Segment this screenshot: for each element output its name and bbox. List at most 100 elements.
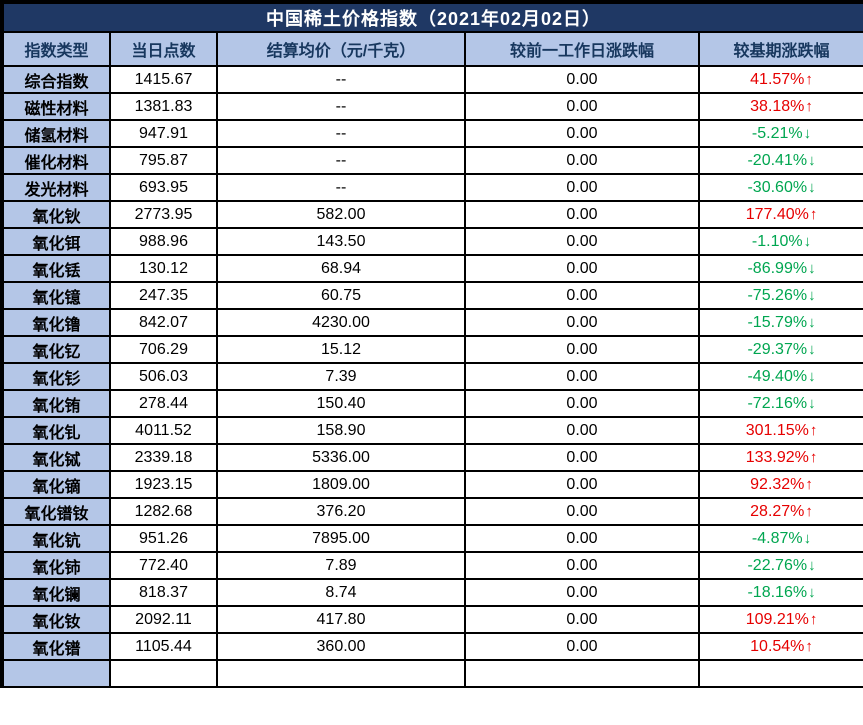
down-arrow-icon: ↓ — [808, 286, 816, 304]
base-change-cell: 92.32%↑ — [697, 470, 863, 499]
settle-avg-price-cell: 60.75 — [216, 281, 466, 310]
base-change-cell: 28.27%↑ — [697, 497, 863, 526]
prev-day-change-cell: 0.00 — [464, 173, 700, 202]
base-change-cell: -30.60%↓ — [697, 173, 863, 202]
index-type-cell: 氧化钪 — [1, 524, 111, 553]
down-arrow-icon: ↓ — [808, 394, 816, 412]
table-row: 氧化铒 988.96 143.50 0.00 -1.10%↓ — [1, 227, 863, 256]
index-type-cell: 氧化镝 — [1, 470, 111, 499]
prev-day-change-cell: 0.00 — [464, 362, 700, 391]
index-type-cell: 氧化镨钕 — [1, 497, 111, 526]
index-type-cell: 氧化钕 — [1, 605, 111, 634]
settle-avg-price-cell: 7.89 — [216, 551, 466, 580]
day-points-cell — [109, 659, 218, 688]
settle-avg-price-cell: 7895.00 — [216, 524, 466, 553]
prev-day-change-cell: 0.00 — [464, 119, 700, 148]
index-type-cell: 氧化铥 — [1, 254, 111, 283]
settle-avg-price-cell: -- — [216, 119, 466, 148]
index-type-cell: 氧化钐 — [1, 362, 111, 391]
index-type-cell: 催化材料 — [1, 146, 111, 175]
day-points-cell: 693.95 — [109, 173, 218, 202]
settle-avg-price-cell: 150.40 — [216, 389, 466, 418]
table-row: 氧化铽 2339.18 5336.00 0.00 133.92%↑ — [1, 443, 863, 472]
up-arrow-icon: ↑ — [809, 448, 818, 466]
title-row: 中国稀土价格指数（2021年02月02日） — [0, 1, 863, 33]
base-change-cell: -4.87%↓ — [697, 524, 863, 553]
table-row: 氧化铕 278.44 150.40 0.00 -72.16%↓ — [1, 389, 863, 418]
settle-avg-price-cell: 1809.00 — [216, 470, 466, 499]
settle-avg-price-cell: 7.39 — [216, 362, 466, 391]
index-type-cell: 氧化镱 — [1, 281, 111, 310]
base-change-cell: -86.99%↓ — [697, 254, 863, 283]
prev-day-change-cell: 0.00 — [464, 632, 700, 661]
table-row: 氧化钆 4011.52 158.90 0.00 301.15%↑ — [1, 416, 863, 445]
base-change-cell: -20.41%↓ — [697, 146, 863, 175]
table-row: 综合指数 1415.67 -- 0.00 41.57%↑ — [1, 65, 863, 94]
prev-day-change-cell: 0.00 — [464, 65, 700, 94]
down-arrow-icon: ↓ — [803, 232, 812, 250]
base-change-cell: -49.40%↓ — [697, 362, 863, 391]
column-header-prev-day-change: 较前一工作日涨跌幅 — [464, 31, 700, 67]
settle-avg-price-cell: 582.00 — [216, 200, 466, 229]
prev-day-change-cell: 0.00 — [464, 605, 700, 634]
base-change-cell: 10.54%↑ — [697, 632, 863, 661]
up-arrow-icon: ↑ — [805, 97, 813, 115]
index-type-cell: 氧化镧 — [1, 578, 111, 607]
down-arrow-icon: ↓ — [808, 583, 816, 601]
base-change-cell: -18.16%↓ — [697, 578, 863, 607]
base-change-cell: 133.92%↑ — [697, 443, 863, 472]
index-type-cell — [1, 659, 111, 688]
table-row: 氧化钕 2092.11 417.80 0.00 109.21%↑ — [1, 605, 863, 634]
prev-day-change-cell: 0.00 — [464, 281, 700, 310]
up-arrow-icon: ↑ — [805, 475, 813, 493]
prev-day-change-cell: 0.00 — [464, 443, 700, 472]
settle-avg-price-cell: 158.90 — [216, 416, 466, 445]
index-type-cell: 氧化钆 — [1, 416, 111, 445]
settle-avg-price-cell: 417.80 — [216, 605, 466, 634]
column-header-base-change: 较基期涨跌幅 — [697, 31, 863, 67]
table-row: 氧化钪 951.26 7895.00 0.00 -4.87%↓ — [1, 524, 863, 553]
day-points-cell: 795.87 — [109, 146, 218, 175]
table-row: 氧化镝 1923.15 1809.00 0.00 92.32%↑ — [1, 470, 863, 499]
settle-avg-price-cell: 5336.00 — [216, 443, 466, 472]
table-row: 氧化钬 2773.95 582.00 0.00 177.40%↑ — [1, 200, 863, 229]
day-points-cell: 278.44 — [109, 389, 218, 418]
index-type-cell: 氧化铒 — [1, 227, 111, 256]
down-arrow-icon: ↓ — [808, 178, 816, 196]
prev-day-change-cell: 0.00 — [464, 524, 700, 553]
base-change-cell: 177.40%↑ — [697, 200, 863, 229]
base-change-cell: -72.16%↓ — [697, 389, 863, 418]
index-type-cell: 综合指数 — [1, 65, 111, 94]
up-arrow-icon: ↑ — [809, 421, 818, 439]
settle-avg-price-cell: -- — [216, 173, 466, 202]
up-arrow-icon: ↑ — [805, 70, 813, 88]
prev-day-change-cell: 0.00 — [464, 227, 700, 256]
day-points-cell: 2092.11 — [109, 605, 218, 634]
base-change-cell: -22.76%↓ — [697, 551, 863, 580]
index-type-cell: 氧化钬 — [1, 200, 111, 229]
day-points-cell: 247.35 — [109, 281, 218, 310]
up-arrow-icon: ↑ — [809, 610, 818, 628]
prev-day-change-cell: 0.00 — [464, 92, 700, 121]
day-points-cell: 2339.18 — [109, 443, 218, 472]
base-change-cell: -29.37%↓ — [697, 335, 863, 364]
base-change-cell: -75.26%↓ — [697, 281, 863, 310]
settle-avg-price-cell — [216, 659, 466, 688]
day-points-cell: 4011.52 — [109, 416, 218, 445]
settle-avg-price-cell: 15.12 — [216, 335, 466, 364]
prev-day-change-cell: 0.00 — [464, 416, 700, 445]
up-arrow-icon: ↑ — [805, 502, 813, 520]
day-points-cell: 1105.44 — [109, 632, 218, 661]
settle-avg-price-cell: 360.00 — [216, 632, 466, 661]
table-row: 氧化铈 772.40 7.89 0.00 -22.76%↓ — [1, 551, 863, 580]
table-row: 氧化镧 818.37 8.74 0.00 -18.16%↓ — [1, 578, 863, 607]
table-row: 发光材料 693.95 -- 0.00 -30.60%↓ — [1, 173, 863, 202]
settle-avg-price-cell: 68.94 — [216, 254, 466, 283]
prev-day-change-cell: 0.00 — [464, 308, 700, 337]
settle-avg-price-cell: -- — [216, 146, 466, 175]
index-type-cell: 氧化镨 — [1, 632, 111, 661]
prev-day-change-cell: 0.00 — [464, 497, 700, 526]
base-change-cell: 41.57%↑ — [697, 65, 863, 94]
day-points-cell: 130.12 — [109, 254, 218, 283]
